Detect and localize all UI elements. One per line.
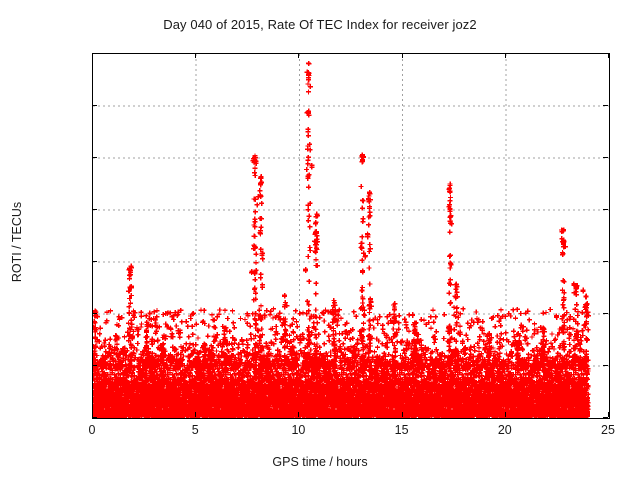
x-tick-mark (298, 53, 299, 58)
x-tick-mark (92, 412, 93, 417)
y-tick-mark (92, 365, 97, 366)
x-tick-mark (608, 412, 609, 417)
y-tick-mark (603, 105, 608, 106)
y-tick-mark (603, 261, 608, 262)
chart-title: Day 040 of 2015, Rate Of TEC Index for r… (163, 17, 477, 32)
x-tick-mark (195, 53, 196, 58)
x-tick-mark (505, 53, 506, 58)
x-tick-label: 0 (88, 423, 96, 437)
x-tick-label: 15 (394, 423, 409, 437)
y-tick-mark (603, 313, 608, 314)
y-tick-mark (92, 417, 97, 418)
x-tick-mark (402, 412, 403, 417)
x-tick-label: 5 (191, 423, 199, 437)
y-tick-mark (92, 313, 97, 314)
y-tick-mark (92, 209, 97, 210)
x-tick-label: 10 (291, 423, 306, 437)
x-tick-mark (505, 412, 506, 417)
y-tick-mark (92, 105, 97, 106)
x-tick-mark (298, 412, 299, 417)
x-axis-label: GPS time / hours (272, 455, 368, 469)
y-tick-mark (603, 365, 608, 366)
y-axis-label: ROTI / TECUs (10, 201, 24, 283)
x-tick-mark (402, 53, 403, 58)
x-tick-label: 20 (497, 423, 512, 437)
y-tick-mark (92, 261, 97, 262)
x-tick-mark (608, 53, 609, 58)
y-tick-mark (603, 157, 608, 158)
plot-area (92, 53, 610, 419)
x-tick-mark (195, 412, 196, 417)
grid-layer (93, 54, 609, 418)
x-tick-label: 25 (601, 423, 615, 437)
y-tick-mark (92, 157, 97, 158)
y-tick-mark (603, 417, 608, 418)
x-tick-mark (92, 53, 93, 58)
y-tick-mark (603, 209, 608, 210)
